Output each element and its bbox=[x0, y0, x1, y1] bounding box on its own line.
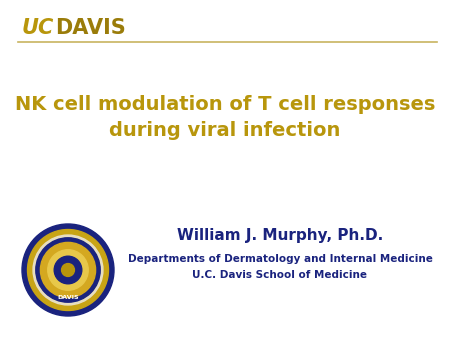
Circle shape bbox=[48, 250, 88, 290]
Text: DAVIS: DAVIS bbox=[55, 18, 126, 38]
Circle shape bbox=[62, 264, 74, 276]
Text: Departments of Dermatology and Internal Medicine: Departments of Dermatology and Internal … bbox=[127, 254, 432, 264]
Circle shape bbox=[36, 238, 100, 302]
Circle shape bbox=[22, 224, 114, 316]
Text: William J. Murphy, Ph.D.: William J. Murphy, Ph.D. bbox=[177, 228, 383, 243]
Circle shape bbox=[27, 230, 108, 311]
Text: DAVIS: DAVIS bbox=[57, 295, 79, 300]
Text: NK cell modulation of T cell responses
during viral infection: NK cell modulation of T cell responses d… bbox=[15, 95, 435, 141]
Circle shape bbox=[54, 256, 82, 284]
Circle shape bbox=[33, 235, 103, 305]
Circle shape bbox=[40, 242, 95, 297]
Text: U.C. Davis School of Medicine: U.C. Davis School of Medicine bbox=[193, 270, 368, 280]
Text: UC: UC bbox=[22, 18, 54, 38]
